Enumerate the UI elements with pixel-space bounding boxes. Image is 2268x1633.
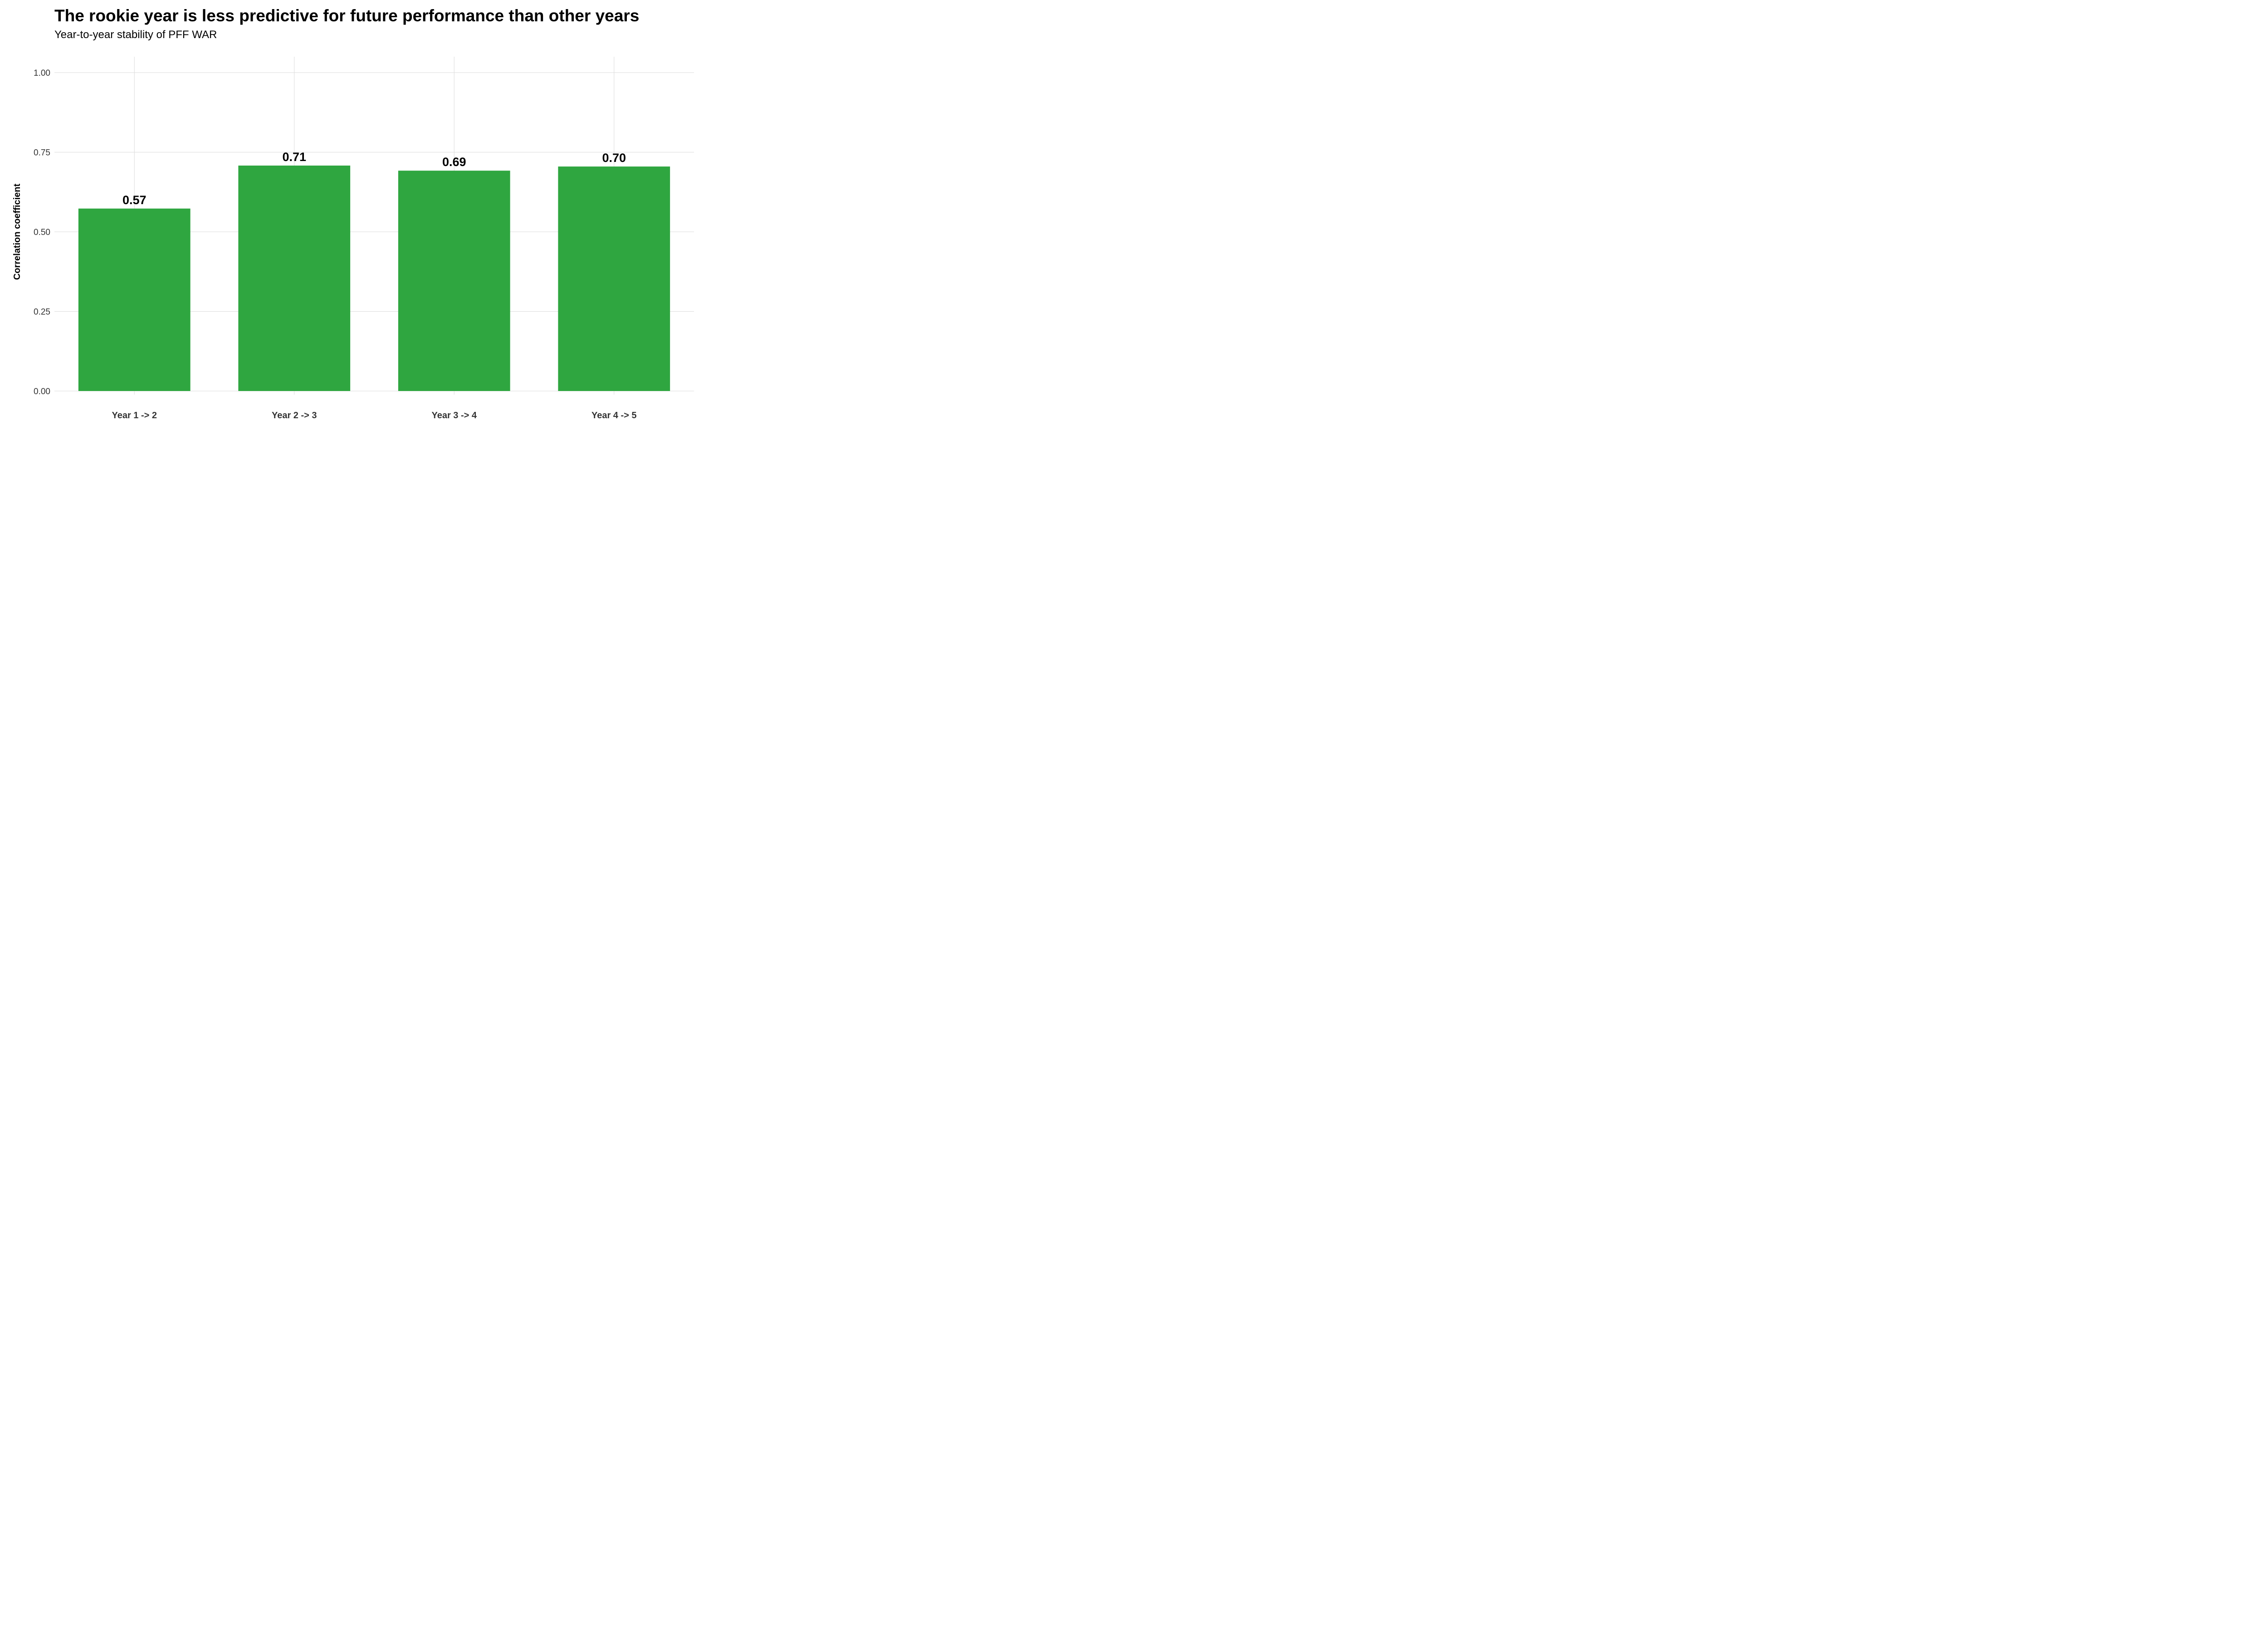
bar-value-label: 0.71 — [282, 150, 306, 164]
bar — [78, 208, 191, 391]
x-tick-label: Year 3 -> 4 — [431, 411, 477, 420]
bar — [238, 165, 351, 391]
x-tick-label: Year 4 -> 5 — [591, 411, 637, 420]
bar-value-label: 0.69 — [442, 155, 466, 169]
bar — [558, 166, 670, 391]
chart-title: The rookie year is less predictive for f… — [54, 6, 640, 25]
y-tick-label: 0.25 — [34, 308, 50, 317]
y-tick-label: 0.00 — [34, 387, 50, 396]
bar-value-label: 0.57 — [122, 193, 147, 207]
value-labels: 0.57 0.71 0.69 0.70 — [122, 150, 626, 207]
y-axis-label: Correlation coefficient — [12, 184, 22, 280]
x-tick-label: Year 1 -> 2 — [112, 411, 157, 420]
x-axis-ticks: Year 1 -> 2 Year 2 -> 3 Year 3 -> 4 Year 4 … — [112, 411, 636, 420]
x-tick-label: Year 2 -> 3 — [272, 411, 317, 420]
y-tick-label: 1.00 — [34, 68, 50, 78]
y-tick-label: 0.50 — [34, 228, 50, 237]
bars — [78, 165, 670, 391]
bar — [398, 171, 510, 391]
chart-subtitle: Year-to-year stability of PFF WAR — [54, 29, 217, 41]
y-axis-ticks: 0.00 0.25 0.50 0.75 1.00 — [34, 68, 50, 396]
bar-chart: 0.57 0.71 0.69 0.70 0.00 0.25 0.50 0.75 1.00 Ye… — [12, 57, 694, 420]
bar-value-label: 0.70 — [602, 151, 626, 165]
y-tick-label: 0.75 — [34, 148, 50, 158]
